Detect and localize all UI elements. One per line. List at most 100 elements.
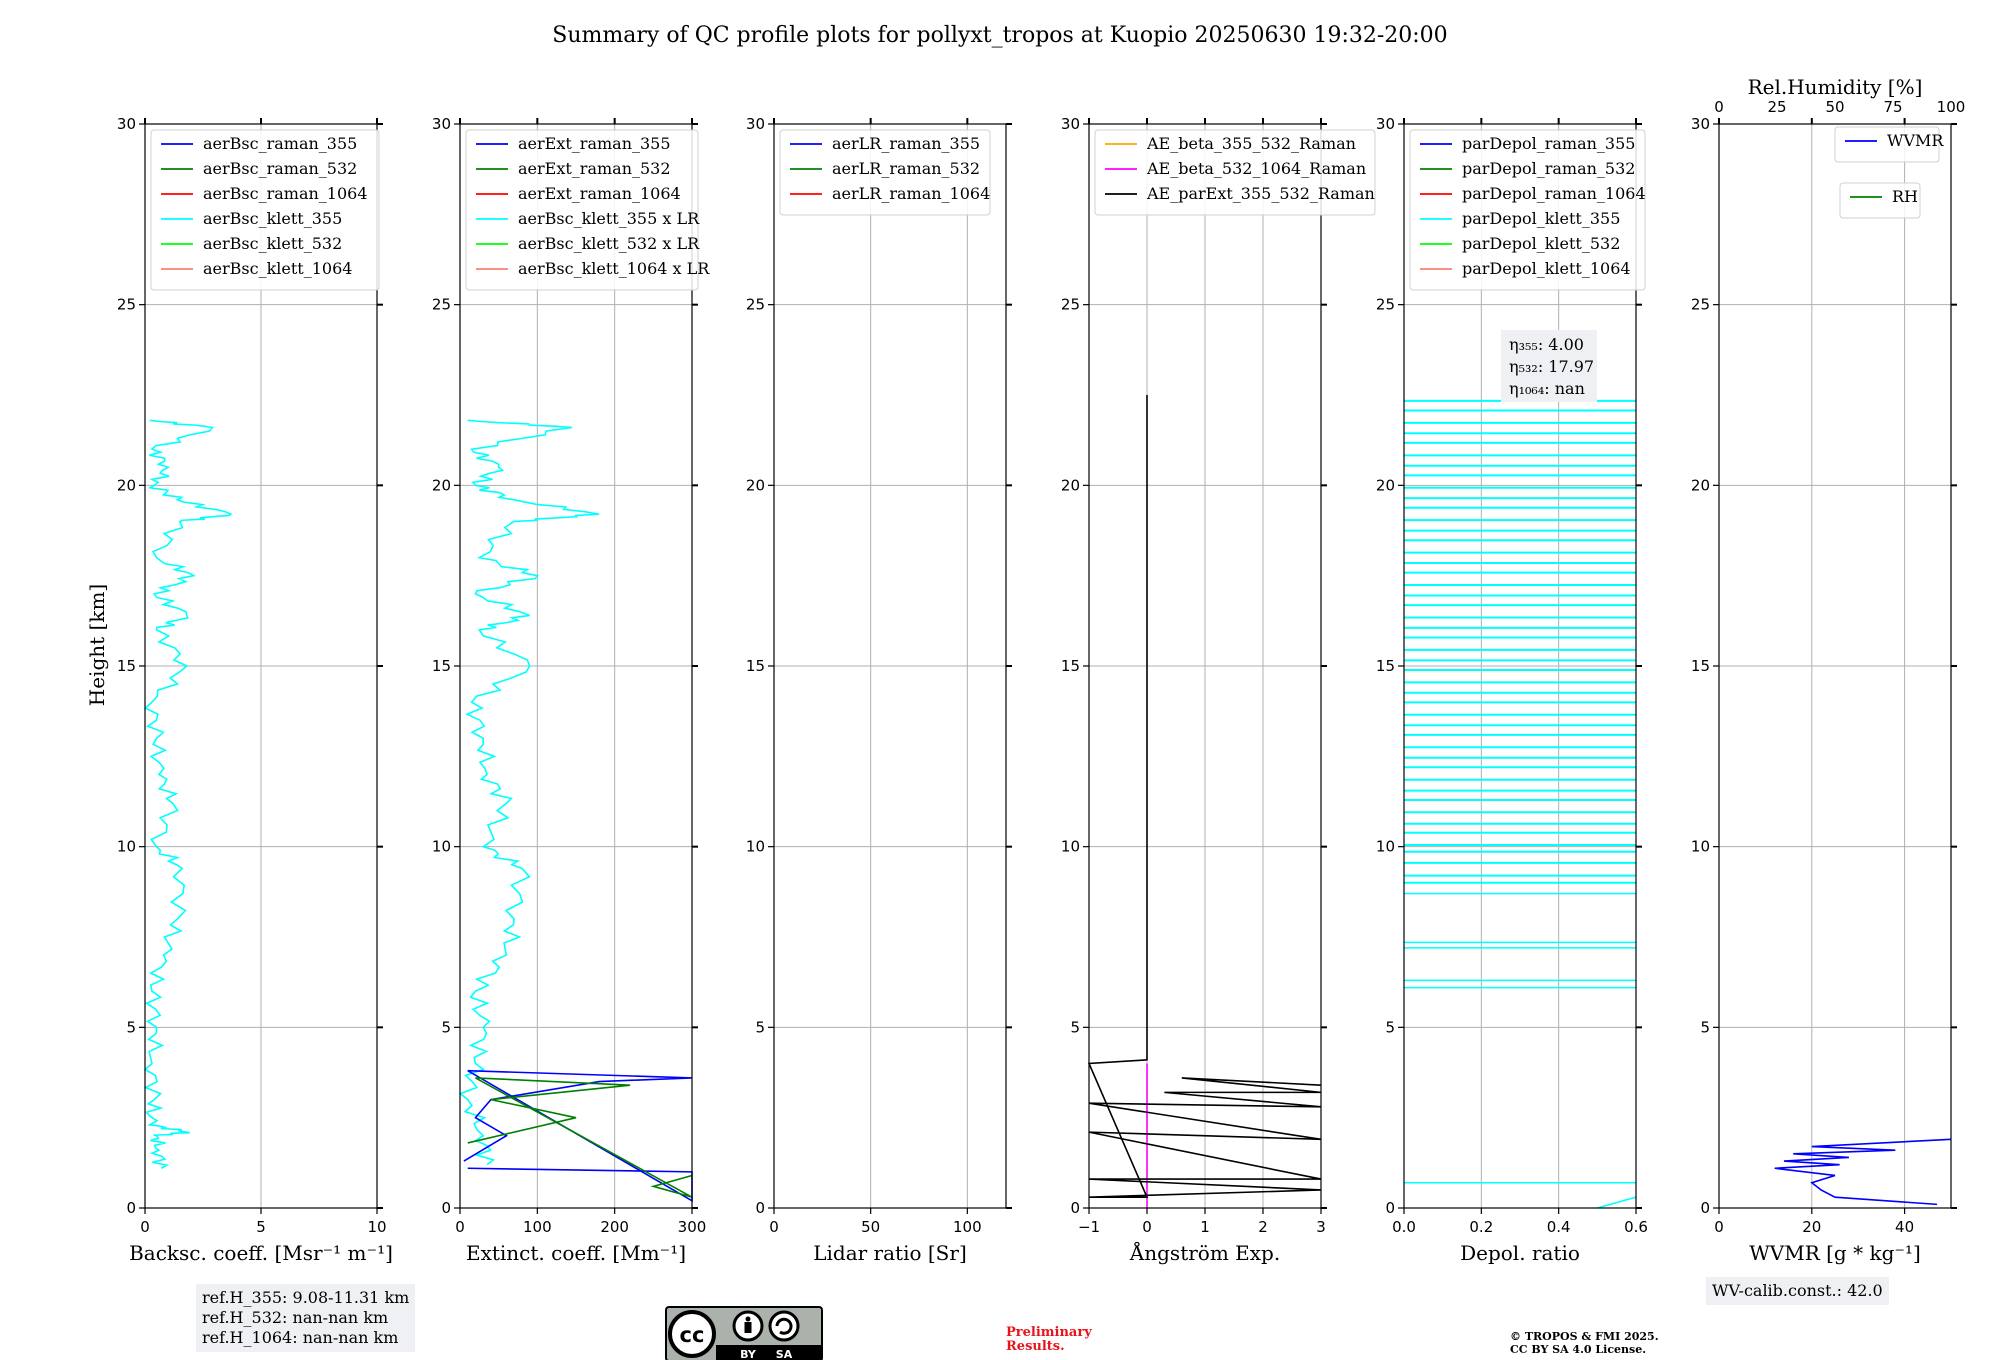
xtick-label: 20	[1802, 1218, 1821, 1236]
ytick-label: 15	[1691, 657, 1710, 675]
preliminary-note: Preliminary Results.	[1006, 1326, 1092, 1354]
xtick-label: 0	[769, 1218, 779, 1236]
legend-1-entry: aerBsc_raman_355	[203, 134, 357, 153]
legend-3-entry: aerLR_raman_532	[832, 159, 980, 178]
legend-2-entry: aerBsc_klett_355 x LR	[518, 209, 700, 228]
ytick-label: 15	[1376, 657, 1395, 675]
xtick-label: 0.6	[1624, 1218, 1648, 1236]
ytick-label: 5	[1700, 1018, 1710, 1036]
ytick-label: 10	[746, 838, 765, 856]
refh-1064: ref.H_1064: nan-nan km	[202, 1328, 399, 1347]
ytick-label: 10	[117, 838, 136, 856]
top-xtick-label: 50	[1825, 98, 1844, 116]
refh-355: ref.H_355: 9.08-11.31 km	[202, 1288, 410, 1307]
legend-3-entry: aerLR_raman_355	[832, 134, 980, 153]
depol-annotation-box	[1501, 330, 1597, 402]
series-AE_parExt_355_532_Raman	[1087, 395, 1322, 1198]
xtick-label: 0.4	[1547, 1218, 1571, 1236]
depol-annotation-line: η₃₅₅: 4.00	[1509, 335, 1584, 354]
legend-5-entry: parDepol_raman_532	[1462, 159, 1635, 178]
copyright-line-2: CC BY SA 4.0 License.	[1510, 1343, 1647, 1356]
legend-3-entry: aerLR_raman_1064	[832, 184, 990, 203]
depol-annotation-line: η₅₃₂: 17.97	[1509, 357, 1594, 376]
ytick-label: 0	[126, 1199, 136, 1217]
xtick-label: 300	[678, 1218, 707, 1236]
legend-5-entry: parDepol_klett_1064	[1462, 259, 1631, 278]
ytick-label: 20	[1376, 476, 1395, 494]
x-axis-label: Ångström Exp.	[1129, 1240, 1280, 1265]
legend-1-entry: aerBsc_raman_1064	[203, 184, 368, 203]
xtick-label: 3	[1316, 1218, 1326, 1236]
xtick-label: 0	[1714, 1218, 1724, 1236]
y-axis-label: Height [km]	[85, 584, 109, 706]
x-axis-label: Backsc. coeff. [Msr⁻¹ m⁻¹]	[129, 1241, 393, 1265]
legend-4-entry: AE_beta_532_1064_Raman	[1146, 159, 1366, 178]
ytick-label: 25	[432, 296, 451, 314]
series-aerExt_raman_532	[467, 1077, 693, 1198]
ytick-label: 0	[441, 1199, 451, 1217]
ytick-label: 25	[1061, 296, 1080, 314]
xtick-label: 0.2	[1469, 1218, 1493, 1236]
legend-4-entry: AE_beta_355_532_Raman	[1146, 134, 1356, 153]
legend-5-entry: parDepol_raman_355	[1462, 134, 1635, 153]
ytick-label: 20	[1691, 476, 1710, 494]
legend-1-entry: aerBsc_klett_532	[203, 234, 342, 253]
copyright-note: © TROPOS & FMI 2025. CC BY SA 4.0 Licens…	[1510, 1330, 1659, 1356]
x-axis-label: Extinct. coeff. [Mm⁻¹]	[466, 1241, 686, 1265]
legend-3-frame	[779, 129, 991, 216]
xtick-label: 0.0	[1392, 1218, 1416, 1236]
ytick-label: 15	[432, 657, 451, 675]
chart-title: Summary of QC profile plots for pollyxt_…	[552, 23, 1447, 48]
ytick-label: 5	[1385, 1018, 1395, 1036]
ytick-label: 20	[746, 476, 765, 494]
ytick-label: 0	[1070, 1199, 1080, 1217]
xtick-label: 200	[600, 1218, 629, 1236]
ytick-label: 15	[746, 657, 765, 675]
ytick-label: 25	[1376, 296, 1395, 314]
xtick-label: 100	[523, 1218, 552, 1236]
xtick-label: −1	[1078, 1218, 1100, 1236]
ytick-label: 25	[117, 296, 136, 314]
sa-text: SA	[776, 1348, 793, 1360]
legend-1-entry: aerBsc_klett_355	[203, 209, 342, 228]
legend-1-entry: aerBsc_raman_532	[203, 159, 357, 178]
series-aerBsc_klett_355	[143, 419, 233, 1169]
legend-2-entry: aerExt_raman_1064	[518, 184, 681, 203]
ytick-label: 10	[1376, 838, 1395, 856]
ytick-label: 30	[746, 115, 765, 133]
top-xtick-label: 100	[1937, 98, 1966, 116]
legend-4-frame	[1094, 129, 1376, 216]
panel-5: 0 5 10 15 20 25 30 0.0 0.2 0.4 0.6 Depol. ratio parD…	[1376, 115, 1648, 1265]
ytick-label: 20	[432, 476, 451, 494]
xtick-label: 5	[256, 1218, 266, 1236]
legend-wvmr-frame	[1834, 126, 1940, 163]
legend-5-frame	[1409, 129, 1646, 291]
ytick-label: 15	[1061, 657, 1080, 675]
ytick-label: 5	[126, 1018, 136, 1036]
preliminary-line-2: Results.	[1006, 1339, 1065, 1354]
legend-5-entry: parDepol_klett_532	[1462, 234, 1620, 253]
ytick-label: 10	[432, 838, 451, 856]
refh-532: ref.H_532: nan-nan km	[202, 1308, 389, 1327]
xtick-label: 100	[953, 1218, 982, 1236]
xtick-label: 2	[1258, 1218, 1268, 1236]
series-aerBsc_klett_355 x LR	[458, 419, 600, 1166]
legend-4-entry: AE_parExt_355_532_Raman	[1146, 184, 1375, 203]
legend-2-entry: aerExt_raman_532	[518, 159, 671, 178]
copyright-line-1: © TROPOS & FMI 2025.	[1510, 1330, 1659, 1343]
xtick-label: 40	[1895, 1218, 1914, 1236]
legend-2-entry: aerBsc_klett_532 x LR	[518, 234, 700, 253]
legend-2-frame	[465, 129, 699, 291]
legend-5-entry: parDepol_raman_1064	[1462, 184, 1646, 203]
ytick-label: 30	[117, 115, 136, 133]
legend-2-entry: aerBsc_klett_1064 x LR	[518, 259, 710, 278]
ytick-label: 0	[1385, 1199, 1395, 1217]
xtick-label: 0	[140, 1218, 150, 1236]
ytick-label: 30	[1061, 115, 1080, 133]
by-text: BY	[740, 1348, 757, 1360]
xtick-label: 1	[1200, 1218, 1210, 1236]
legend-rh-entry: RH	[1892, 187, 1918, 206]
ytick-label: 15	[117, 657, 136, 675]
